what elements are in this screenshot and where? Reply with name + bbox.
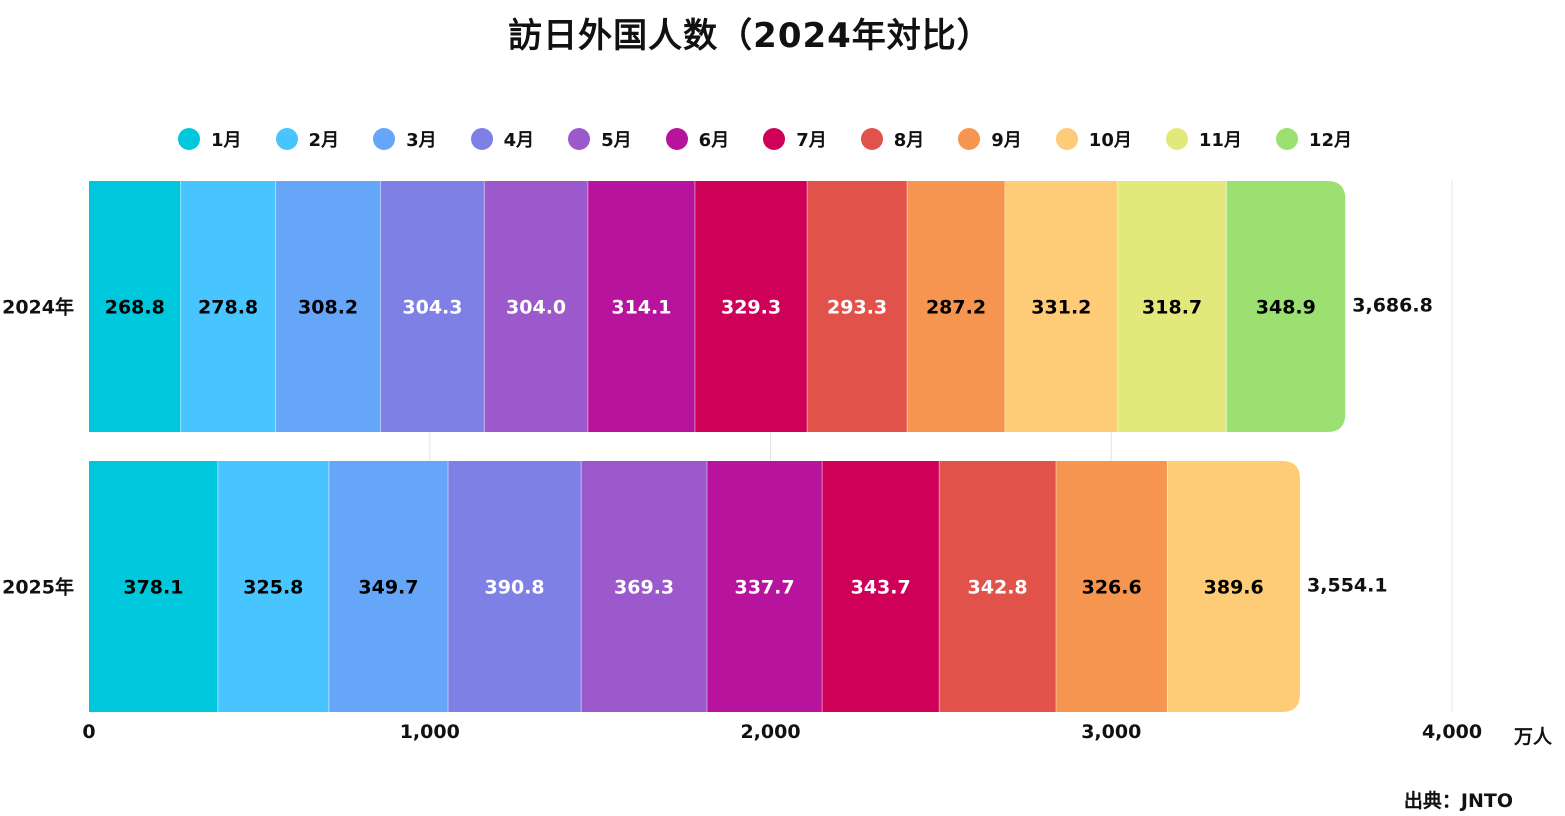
legend-label: 4月 (503, 130, 535, 151)
chart-legend: 1月 2月 3月 4月 5月 6月 7月 8月 9月 10月 11月 12月 (0, 126, 1530, 152)
bar-segment (807, 181, 908, 432)
bar-segment (587, 181, 695, 432)
legend-item: 2月 (275, 126, 340, 152)
data-label: 314.1 (611, 297, 671, 319)
legend-item: 6月 (665, 126, 730, 152)
legend-label: 12月 (1308, 130, 1352, 151)
data-label: 329.3 (721, 297, 781, 319)
x-tick-label: 4,000 (1422, 721, 1482, 743)
legend-swatch (860, 128, 883, 150)
bar-segment (180, 181, 276, 432)
data-label: 378.1 (123, 577, 183, 599)
legend-label: 1月 (211, 130, 242, 151)
legend-item: 12月 (1275, 126, 1352, 152)
bar-segment (275, 181, 381, 432)
data-label: 304.3 (402, 297, 462, 319)
data-label: 349.7 (358, 577, 418, 599)
legend-swatch (1275, 128, 1298, 150)
bar-segment (581, 461, 708, 712)
legend-swatch (763, 128, 786, 150)
data-label: 389.6 (1204, 577, 1264, 599)
bar-segment (1004, 181, 1118, 432)
data-label: 308.2 (298, 297, 358, 319)
legend-swatch (958, 128, 981, 150)
data-label: 268.8 (105, 297, 165, 319)
data-label: 318.7 (1142, 297, 1202, 319)
bar-segment (89, 461, 218, 712)
data-label: 278.8 (198, 297, 258, 319)
bar-segment (380, 181, 485, 432)
legend-swatch (275, 128, 298, 150)
source-note: 出典：JNTO (1403, 790, 1513, 812)
legend-label: 5月 (601, 130, 632, 151)
bar-segment (89, 181, 181, 432)
data-label: 293.3 (827, 297, 887, 319)
legend-item: 10月 (1055, 126, 1132, 152)
legend-swatch (373, 128, 396, 150)
data-label: 337.7 (734, 577, 794, 599)
data-label: 369.3 (614, 577, 674, 599)
category-label: 2025年 (2, 576, 74, 599)
legend-label: 11月 (1198, 130, 1242, 151)
data-label: 342.8 (968, 577, 1028, 599)
total-label: 3,686.8 (1352, 295, 1433, 317)
legend-swatch (470, 128, 493, 150)
data-label: 304.0 (506, 297, 566, 319)
bar-segment (1167, 461, 1301, 712)
bar-segment (707, 461, 823, 712)
bar-segment (907, 181, 1005, 432)
data-label: 326.6 (1082, 577, 1142, 599)
bar-segment (448, 461, 582, 712)
legend-label: 7月 (796, 130, 827, 151)
legend-label: 8月 (893, 130, 925, 151)
legend-label: 3月 (406, 130, 437, 151)
bar-segment (1056, 461, 1168, 712)
legend-item: 8月 (860, 126, 925, 152)
category-label: 2024年 (2, 296, 74, 319)
chart-title: 訪日外国人数（2024年対比） (508, 16, 992, 56)
data-label: 390.8 (485, 577, 545, 599)
legend-label: 6月 (698, 130, 730, 151)
bar-segment (217, 461, 329, 712)
legend-item: 9月 (958, 126, 1022, 152)
data-label: 331.2 (1031, 297, 1091, 319)
legend-swatch (568, 128, 591, 150)
data-label: 343.7 (851, 577, 911, 599)
legend-label: 9月 (991, 130, 1022, 151)
bar-segment (328, 461, 449, 712)
total-label: 3,554.1 (1307, 575, 1388, 597)
legend-swatch (1165, 128, 1188, 150)
x-tick-label: 1,000 (400, 721, 460, 743)
x-tick-label: 3,000 (1081, 721, 1141, 743)
x-tick-label: 0 (82, 721, 95, 743)
legend-swatch (665, 128, 688, 150)
legend-item: 4月 (470, 126, 535, 152)
data-label: 325.8 (243, 577, 303, 599)
bar-segment (822, 461, 940, 712)
bar-segment (484, 181, 588, 432)
x-tick-label: 2,000 (740, 721, 800, 743)
data-label: 287.2 (926, 297, 986, 319)
legend-label: 2月 (308, 130, 340, 151)
bar-segment (694, 181, 808, 432)
x-axis-unit-label: 万人 (1514, 726, 1553, 748)
legend-item: 3月 (373, 126, 437, 152)
legend-swatch (1055, 128, 1078, 150)
legend-label: 10月 (1088, 130, 1132, 151)
legend-item: 7月 (763, 126, 827, 152)
bar-segment (1117, 181, 1227, 432)
legend-item: 5月 (568, 126, 632, 152)
legend-item: 11月 (1165, 126, 1242, 152)
data-label: 348.9 (1256, 297, 1316, 319)
legend-swatch (178, 128, 201, 150)
bar-segment (1226, 181, 1346, 432)
bar-segment (939, 461, 1057, 712)
legend-item: 1月 (178, 126, 242, 152)
